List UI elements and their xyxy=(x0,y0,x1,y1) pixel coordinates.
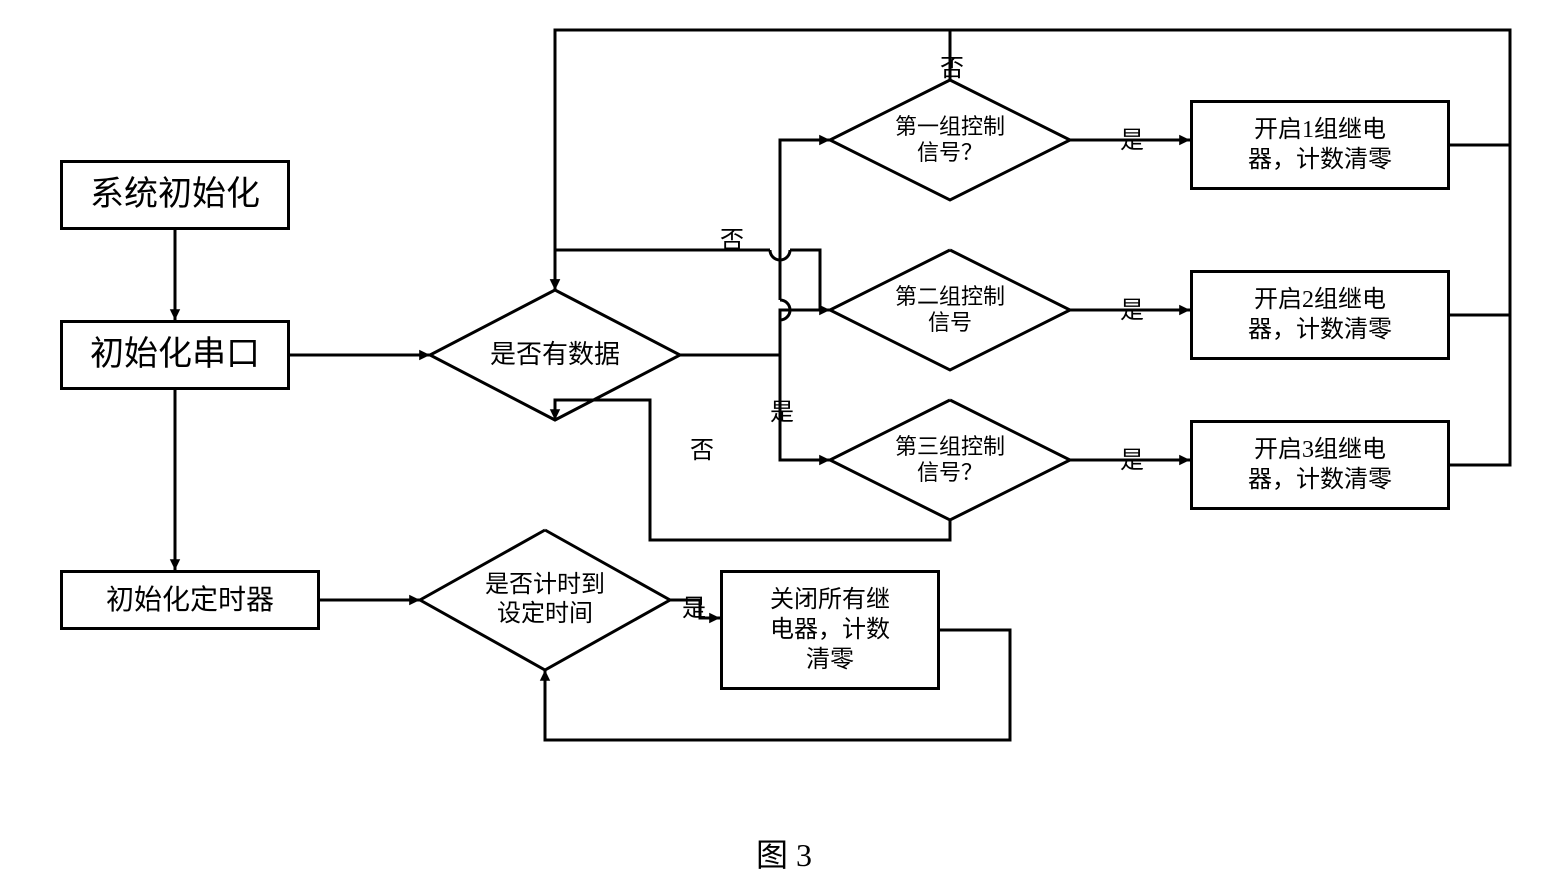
edge-label-ctrl1-no: 否 xyxy=(940,48,964,83)
text: 否 xyxy=(690,438,714,464)
edge-label-ctrl2-no: 否 xyxy=(720,220,744,255)
text: 是 xyxy=(1120,128,1144,154)
label: 第一组控制信号？ xyxy=(895,114,1005,167)
text: 是 xyxy=(1120,298,1144,324)
flowchart-canvas: 系统初始化 初始化串口 初始化定时器 开启1组继电器，计数清零 开启2组继电器，… xyxy=(0,0,1568,879)
text: 否 xyxy=(940,56,964,82)
label: 是否有数据 xyxy=(490,339,620,370)
edge-label-ctrl3-no: 否 xyxy=(690,430,714,465)
edge-label-ctrl3-yes: 是 xyxy=(1120,440,1144,475)
text: 是 xyxy=(770,400,794,426)
label: 第二组控制信号 xyxy=(895,284,1005,337)
label: 第三组控制信号？ xyxy=(895,434,1005,487)
label: 是否计时到设定时间 xyxy=(485,571,605,629)
text: 是 xyxy=(682,596,706,622)
edges-layer xyxy=(0,0,1568,879)
text: 否 xyxy=(720,228,744,254)
text: 是 xyxy=(1120,448,1144,474)
edge-label-ctrl1-yes: 是 xyxy=(1120,120,1144,155)
edge-label-hasdata-yes: 是 xyxy=(770,392,794,427)
edge-label-timer-yes: 是 xyxy=(682,588,706,623)
edge-label-ctrl2-yes: 是 xyxy=(1120,290,1144,325)
